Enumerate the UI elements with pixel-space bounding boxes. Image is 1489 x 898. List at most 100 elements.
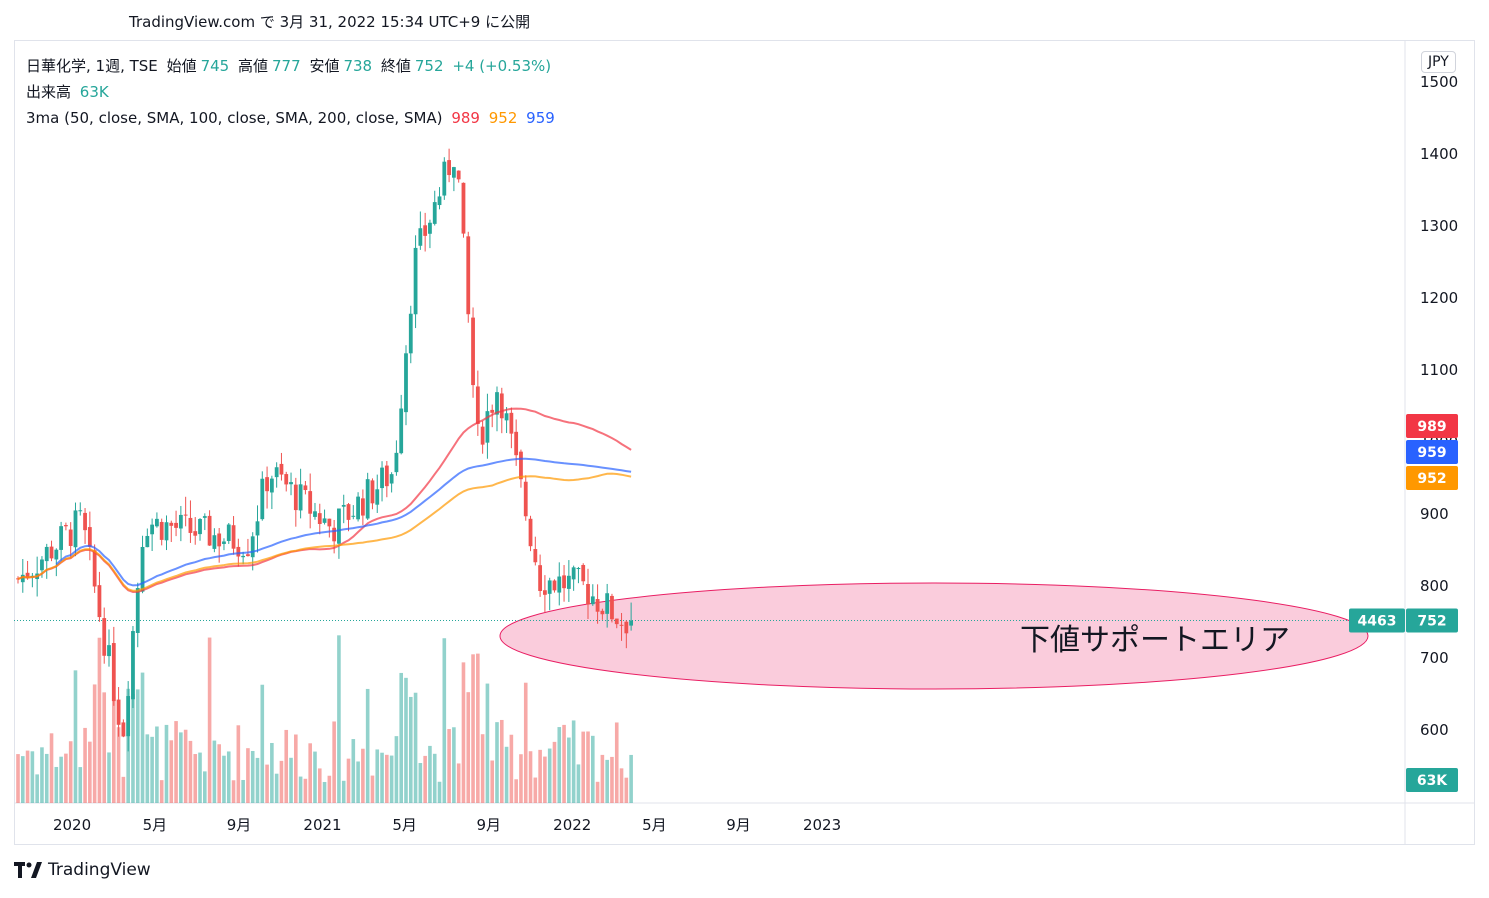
y-tick-label: 600 [1420, 721, 1449, 739]
volume-bar [461, 662, 466, 803]
candle-body [327, 518, 332, 527]
legend-row-price: 日華化学, 1週, TSE 始値 745 高値 777 安値 738 終値 752 +4… [26, 53, 559, 79]
candle-body [241, 555, 246, 558]
support-zone: 下値サポートエリア [14, 582, 1405, 690]
candle-body [97, 585, 102, 618]
candle-body [375, 489, 380, 505]
volume-bar [236, 725, 241, 803]
candle-body [590, 596, 595, 605]
candle-body [562, 575, 566, 589]
candle-body [68, 529, 73, 546]
volume-bar [54, 766, 59, 803]
x-tick-label: 5月 [143, 816, 168, 834]
candle-body [226, 524, 231, 541]
volume-bar [140, 672, 145, 803]
last-price-label: 752 [1417, 614, 1446, 630]
volume-bar [49, 733, 54, 803]
candle-body [619, 624, 624, 626]
volume-bar [504, 746, 509, 803]
volume-bar [78, 767, 83, 803]
candle-body [523, 481, 528, 517]
open-value: 745 [200, 57, 230, 75]
tradingview-logo-icon [14, 862, 42, 878]
support-zone-label: 下値サポートエリア [1020, 623, 1290, 658]
volume-value: 63K [79, 83, 109, 101]
volume-bar [159, 780, 164, 803]
candle-body [260, 478, 265, 520]
volume-bar [222, 755, 226, 803]
candle-body [274, 467, 279, 478]
close-value: 752 [414, 57, 444, 75]
candle-body [49, 546, 54, 559]
volume-bar [495, 722, 499, 803]
volume-bar [476, 653, 480, 803]
volume-bar [308, 743, 312, 803]
candle-body [217, 533, 222, 547]
candle-body [40, 559, 44, 571]
candle-body [533, 549, 538, 563]
volume-bar [471, 654, 475, 803]
volume-bar [619, 768, 624, 803]
price-badge [1406, 466, 1458, 490]
candle-body [399, 408, 404, 454]
candle-body [451, 167, 456, 178]
volume-bar [581, 731, 586, 803]
volume-bar [83, 727, 87, 803]
candle-body [538, 565, 543, 591]
volume-bar [385, 754, 389, 803]
volume-bar [610, 756, 614, 803]
volume-label: 出来高 [26, 83, 72, 101]
y-tick-label: 800 [1420, 577, 1449, 595]
publish-header: TradingView.com で 3月 31, 2022 15:34 UTC+… [129, 13, 531, 31]
candle-body [495, 392, 499, 415]
candle-body [284, 474, 289, 485]
time-axis: 2020 5月 9月 2021 5月 9月 2022 5月 9月 2023 [53, 816, 841, 834]
candles [16, 148, 634, 752]
volume-bar [375, 749, 380, 803]
candle-body [102, 618, 107, 656]
candle-body [519, 451, 523, 480]
candle-body [107, 645, 111, 657]
volume-bar [394, 736, 399, 803]
candle-body [59, 526, 64, 550]
candle-body [212, 535, 217, 549]
candle-body [54, 549, 59, 560]
candle-body [423, 225, 428, 236]
candle-body [456, 170, 461, 180]
candle-body [73, 510, 78, 548]
price-badge-label: 63K [1417, 773, 1448, 789]
volume-bar [298, 776, 303, 803]
volume-bar [552, 741, 557, 803]
footer-logo[interactable]: TradingView [14, 860, 151, 880]
ma-label[interactable]: 3ma (50, close, SMA, 100, close, SMA, 20… [26, 109, 443, 127]
candle-body [466, 236, 471, 315]
volume-bar [586, 731, 590, 803]
candle-body [131, 631, 135, 700]
volume-bar [35, 774, 39, 803]
volume-bar [413, 692, 418, 803]
candle-body [20, 574, 25, 583]
price-badge-label: 989 [1417, 419, 1446, 435]
candle-body [394, 452, 399, 473]
symbol-label[interactable]: 日華化学, 1週, TSE [26, 57, 158, 75]
volume-bar [241, 779, 245, 803]
volume-bar [370, 775, 375, 803]
volume-bar [557, 727, 562, 803]
candle-body [552, 580, 557, 591]
candle-body [332, 527, 337, 542]
x-tick-label: 5月 [392, 816, 417, 834]
price-badge [1406, 440, 1458, 464]
candle-body [576, 567, 581, 570]
volume-bar [447, 729, 451, 803]
candle-body [174, 522, 178, 528]
currency-button[interactable]: JPY [1421, 51, 1456, 73]
candle-body [78, 510, 83, 512]
candle-body [442, 161, 447, 196]
volume-bar [332, 721, 336, 803]
y-tick-label: 1400 [1420, 145, 1458, 163]
candle-body [480, 426, 485, 445]
volume-bar [485, 683, 490, 803]
candle-body [461, 182, 466, 234]
volume-bar [576, 764, 581, 803]
